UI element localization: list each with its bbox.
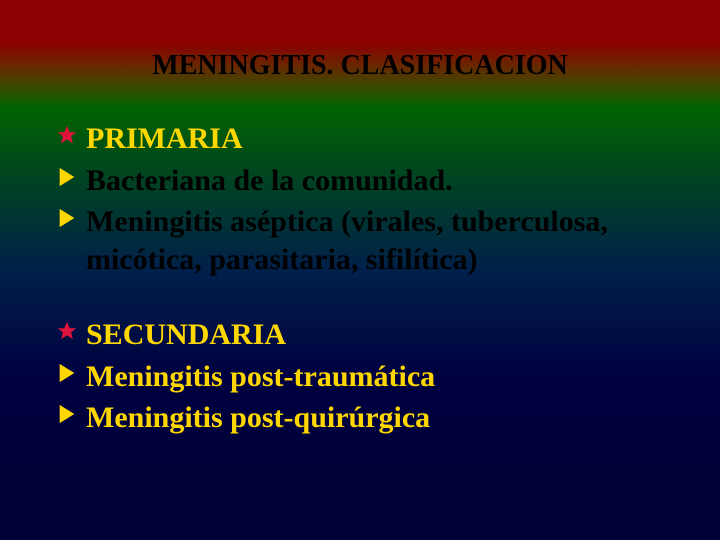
list-item-text: Meningitis post-quirúrgica [86,399,430,437]
list-item: Meningitis aséptica (virales, tuberculos… [56,203,672,278]
section1-heading-row: PRIMARIA [56,120,672,158]
list-item-text: Bacteriana de la comunidad. [86,162,453,200]
list-item-text: Meningitis aséptica (virales, tuberculos… [86,203,672,278]
section2-heading: SECUNDARIA [86,316,286,354]
list-item: Bacteriana de la comunidad. [56,162,672,200]
star-icon [56,120,78,146]
arrow-icon [56,162,78,188]
list-item: Meningitis post-quirúrgica [56,399,672,437]
arrow-icon [56,203,78,229]
list-item: Meningitis post-traumática [56,358,672,396]
slide-content: PRIMARIA Bacteriana de la comunidad. Men… [48,120,672,437]
section2-heading-row: SECUNDARIA [56,316,672,354]
star-icon [56,316,78,342]
arrow-icon [56,399,78,425]
section-spacer [56,282,672,316]
list-item-text: Meningitis post-traumática [86,358,435,396]
slide-title: MENINGITIS. CLASIFICACION [48,50,672,82]
arrow-icon [56,358,78,384]
slide-root: MENINGITIS. CLASIFICACION PRIMARIA Bacte… [0,0,720,540]
section1-heading: PRIMARIA [86,120,243,158]
